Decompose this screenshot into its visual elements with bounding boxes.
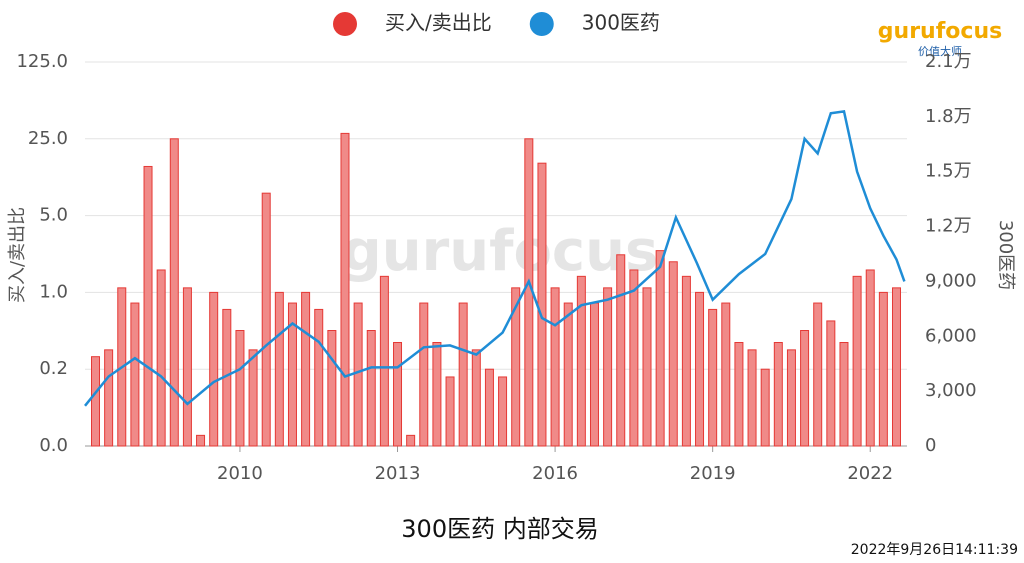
bar <box>169 138 179 447</box>
x-tick-label: 2022 <box>847 463 893 484</box>
bar <box>826 320 836 447</box>
bar <box>655 250 665 447</box>
bar <box>104 349 114 447</box>
logo-sub: 价值大师 <box>918 44 962 58</box>
y2-tick-label: 2.1万 <box>925 51 972 72</box>
x-tick-label: 2013 <box>375 463 421 484</box>
y2-tick-label: 1.8万 <box>925 106 972 127</box>
y-tick-label: 1.0 <box>39 281 68 302</box>
bar <box>130 302 140 447</box>
bar <box>274 291 284 447</box>
bar <box>721 302 731 447</box>
bar <box>445 376 455 447</box>
bar <box>353 302 363 447</box>
legend-swatch <box>529 12 554 36</box>
logo: gurufocus <box>878 19 1002 44</box>
bar <box>616 254 626 447</box>
bar <box>695 291 705 447</box>
legend-label: 300医药 <box>582 11 660 35</box>
bar <box>878 291 888 447</box>
bar <box>891 287 901 447</box>
bar <box>196 434 206 447</box>
bar <box>747 349 757 447</box>
y-tick-label: 0.2 <box>39 358 68 379</box>
bar <box>379 275 389 447</box>
x-tick-label: 2010 <box>217 463 263 484</box>
y2-tick-label: 3,000 <box>925 380 977 401</box>
y-tick-label: 5.0 <box>39 205 68 226</box>
y-axis-label: 买入/卖出比 <box>7 207 28 303</box>
bar <box>498 376 508 447</box>
legend-swatch <box>333 12 357 36</box>
bar <box>406 434 416 447</box>
bar <box>511 287 521 447</box>
bar <box>366 330 376 447</box>
bar <box>156 269 166 447</box>
bar <box>760 368 770 447</box>
bar <box>681 275 691 447</box>
bar <box>563 302 573 447</box>
chart-title: 300医药 内部交易 <box>401 515 598 543</box>
bar <box>642 287 652 447</box>
bar <box>393 341 403 447</box>
bar <box>209 291 219 447</box>
bar <box>314 308 324 447</box>
x-tick-label: 2019 <box>690 463 736 484</box>
bar <box>471 349 481 447</box>
bar <box>432 341 442 447</box>
bar <box>629 269 639 447</box>
y2-axis-label: 300医药 <box>995 220 1016 290</box>
bar <box>484 368 494 447</box>
bar <box>773 341 783 447</box>
bar <box>91 356 101 447</box>
bar <box>589 302 599 447</box>
y2-tick-label: 0 <box>925 435 936 456</box>
y2-tick-label: 6,000 <box>925 325 977 346</box>
bar <box>419 302 429 447</box>
bar <box>865 269 875 447</box>
bar <box>143 165 153 447</box>
bar <box>550 287 560 447</box>
bar <box>813 302 823 447</box>
y2-tick-label: 9,000 <box>925 270 977 291</box>
bar <box>261 192 271 447</box>
bar <box>235 330 245 447</box>
bar <box>668 261 678 447</box>
bar <box>603 287 613 447</box>
bar <box>301 291 311 447</box>
x-tick-label: 2016 <box>532 463 578 484</box>
bar <box>248 349 258 447</box>
bar <box>708 308 718 447</box>
y2-tick-label: 1.2万 <box>925 216 972 237</box>
y-tick-label: 25.0 <box>28 128 68 149</box>
bar <box>839 341 849 447</box>
bar <box>327 330 337 447</box>
bar <box>734 341 744 447</box>
bar <box>576 275 586 447</box>
bar <box>182 287 192 447</box>
bar <box>800 330 810 447</box>
bar <box>852 275 862 447</box>
y-tick-label: 125.0 <box>16 51 68 72</box>
watermark: gurufocus <box>342 219 659 284</box>
legend-label: 买入/卖出比 <box>385 11 492 35</box>
y2-tick-label: 1.5万 <box>925 161 972 182</box>
bar <box>287 302 297 447</box>
y-tick-label: 0.0 <box>39 435 68 456</box>
bar <box>786 349 796 447</box>
timestamp: 2022年9月26日14:11:39 <box>851 542 1018 558</box>
bar <box>340 132 350 447</box>
line <box>84 110 906 407</box>
bar <box>537 162 547 447</box>
bar <box>458 302 468 447</box>
